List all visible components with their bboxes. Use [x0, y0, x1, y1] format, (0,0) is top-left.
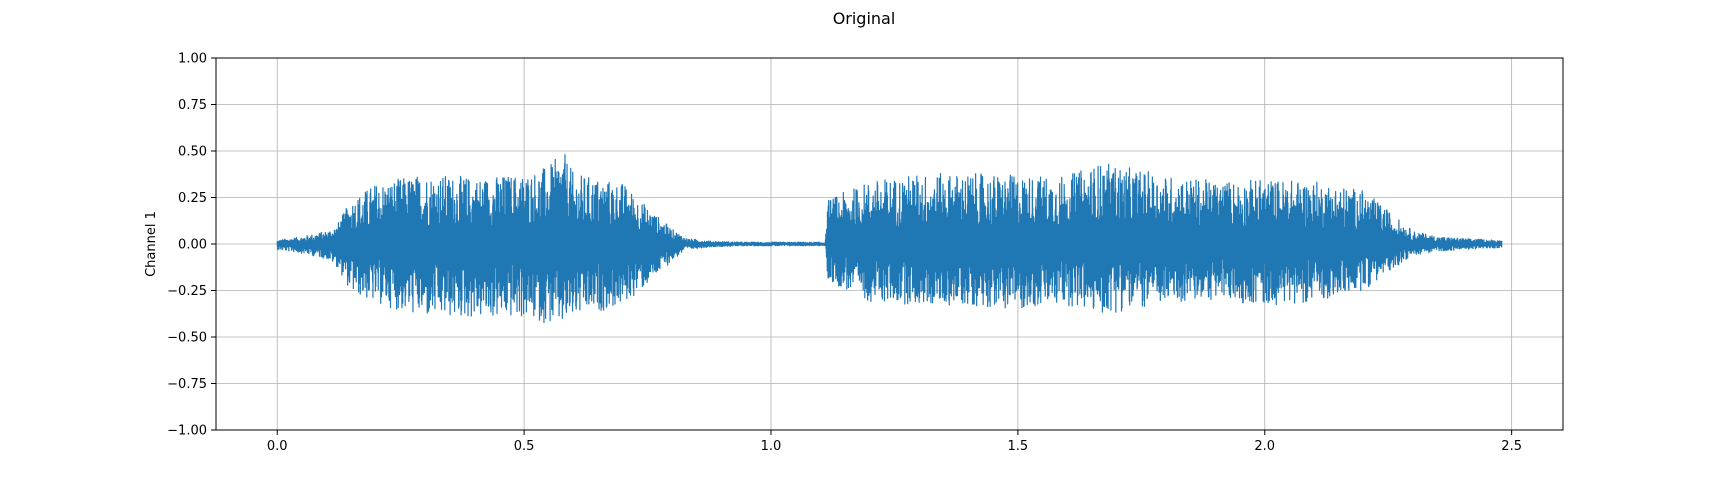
x-tick-label: 1.0	[761, 439, 782, 454]
y-tick-label: 0.25	[178, 191, 207, 206]
x-tick-label: 0.5	[514, 439, 535, 454]
x-tick-label: 2.0	[1254, 439, 1275, 454]
y-tick-label: −0.75	[167, 377, 207, 392]
y-tick-label: 0.50	[178, 145, 207, 160]
x-tick-label: 2.5	[1501, 439, 1522, 454]
series-line-channel-1	[276, 154, 1503, 324]
y-tick-label: 0.00	[178, 238, 207, 253]
y-tick-label: −0.50	[167, 331, 207, 346]
x-tick-label: 0.0	[267, 439, 288, 454]
y-tick-label: 0.75	[178, 98, 207, 113]
plot-area	[276, 154, 1503, 324]
chart-title: Original	[833, 9, 896, 28]
x-tick-label: 1.5	[1008, 439, 1029, 454]
y-tick-label: −0.25	[167, 284, 207, 299]
y-axis-label: Channel 1	[144, 211, 159, 277]
y-tick-label: −1.00	[167, 424, 207, 439]
y-axis: −1.00 −0.75 −0.50 −0.25 0.00 0.25 0.50 0.75 1.00	[167, 52, 216, 439]
y-tick-label: 1.00	[178, 52, 207, 67]
x-axis: 0.0 0.5 1.0 1.5 2.0 2.5	[267, 430, 1522, 454]
